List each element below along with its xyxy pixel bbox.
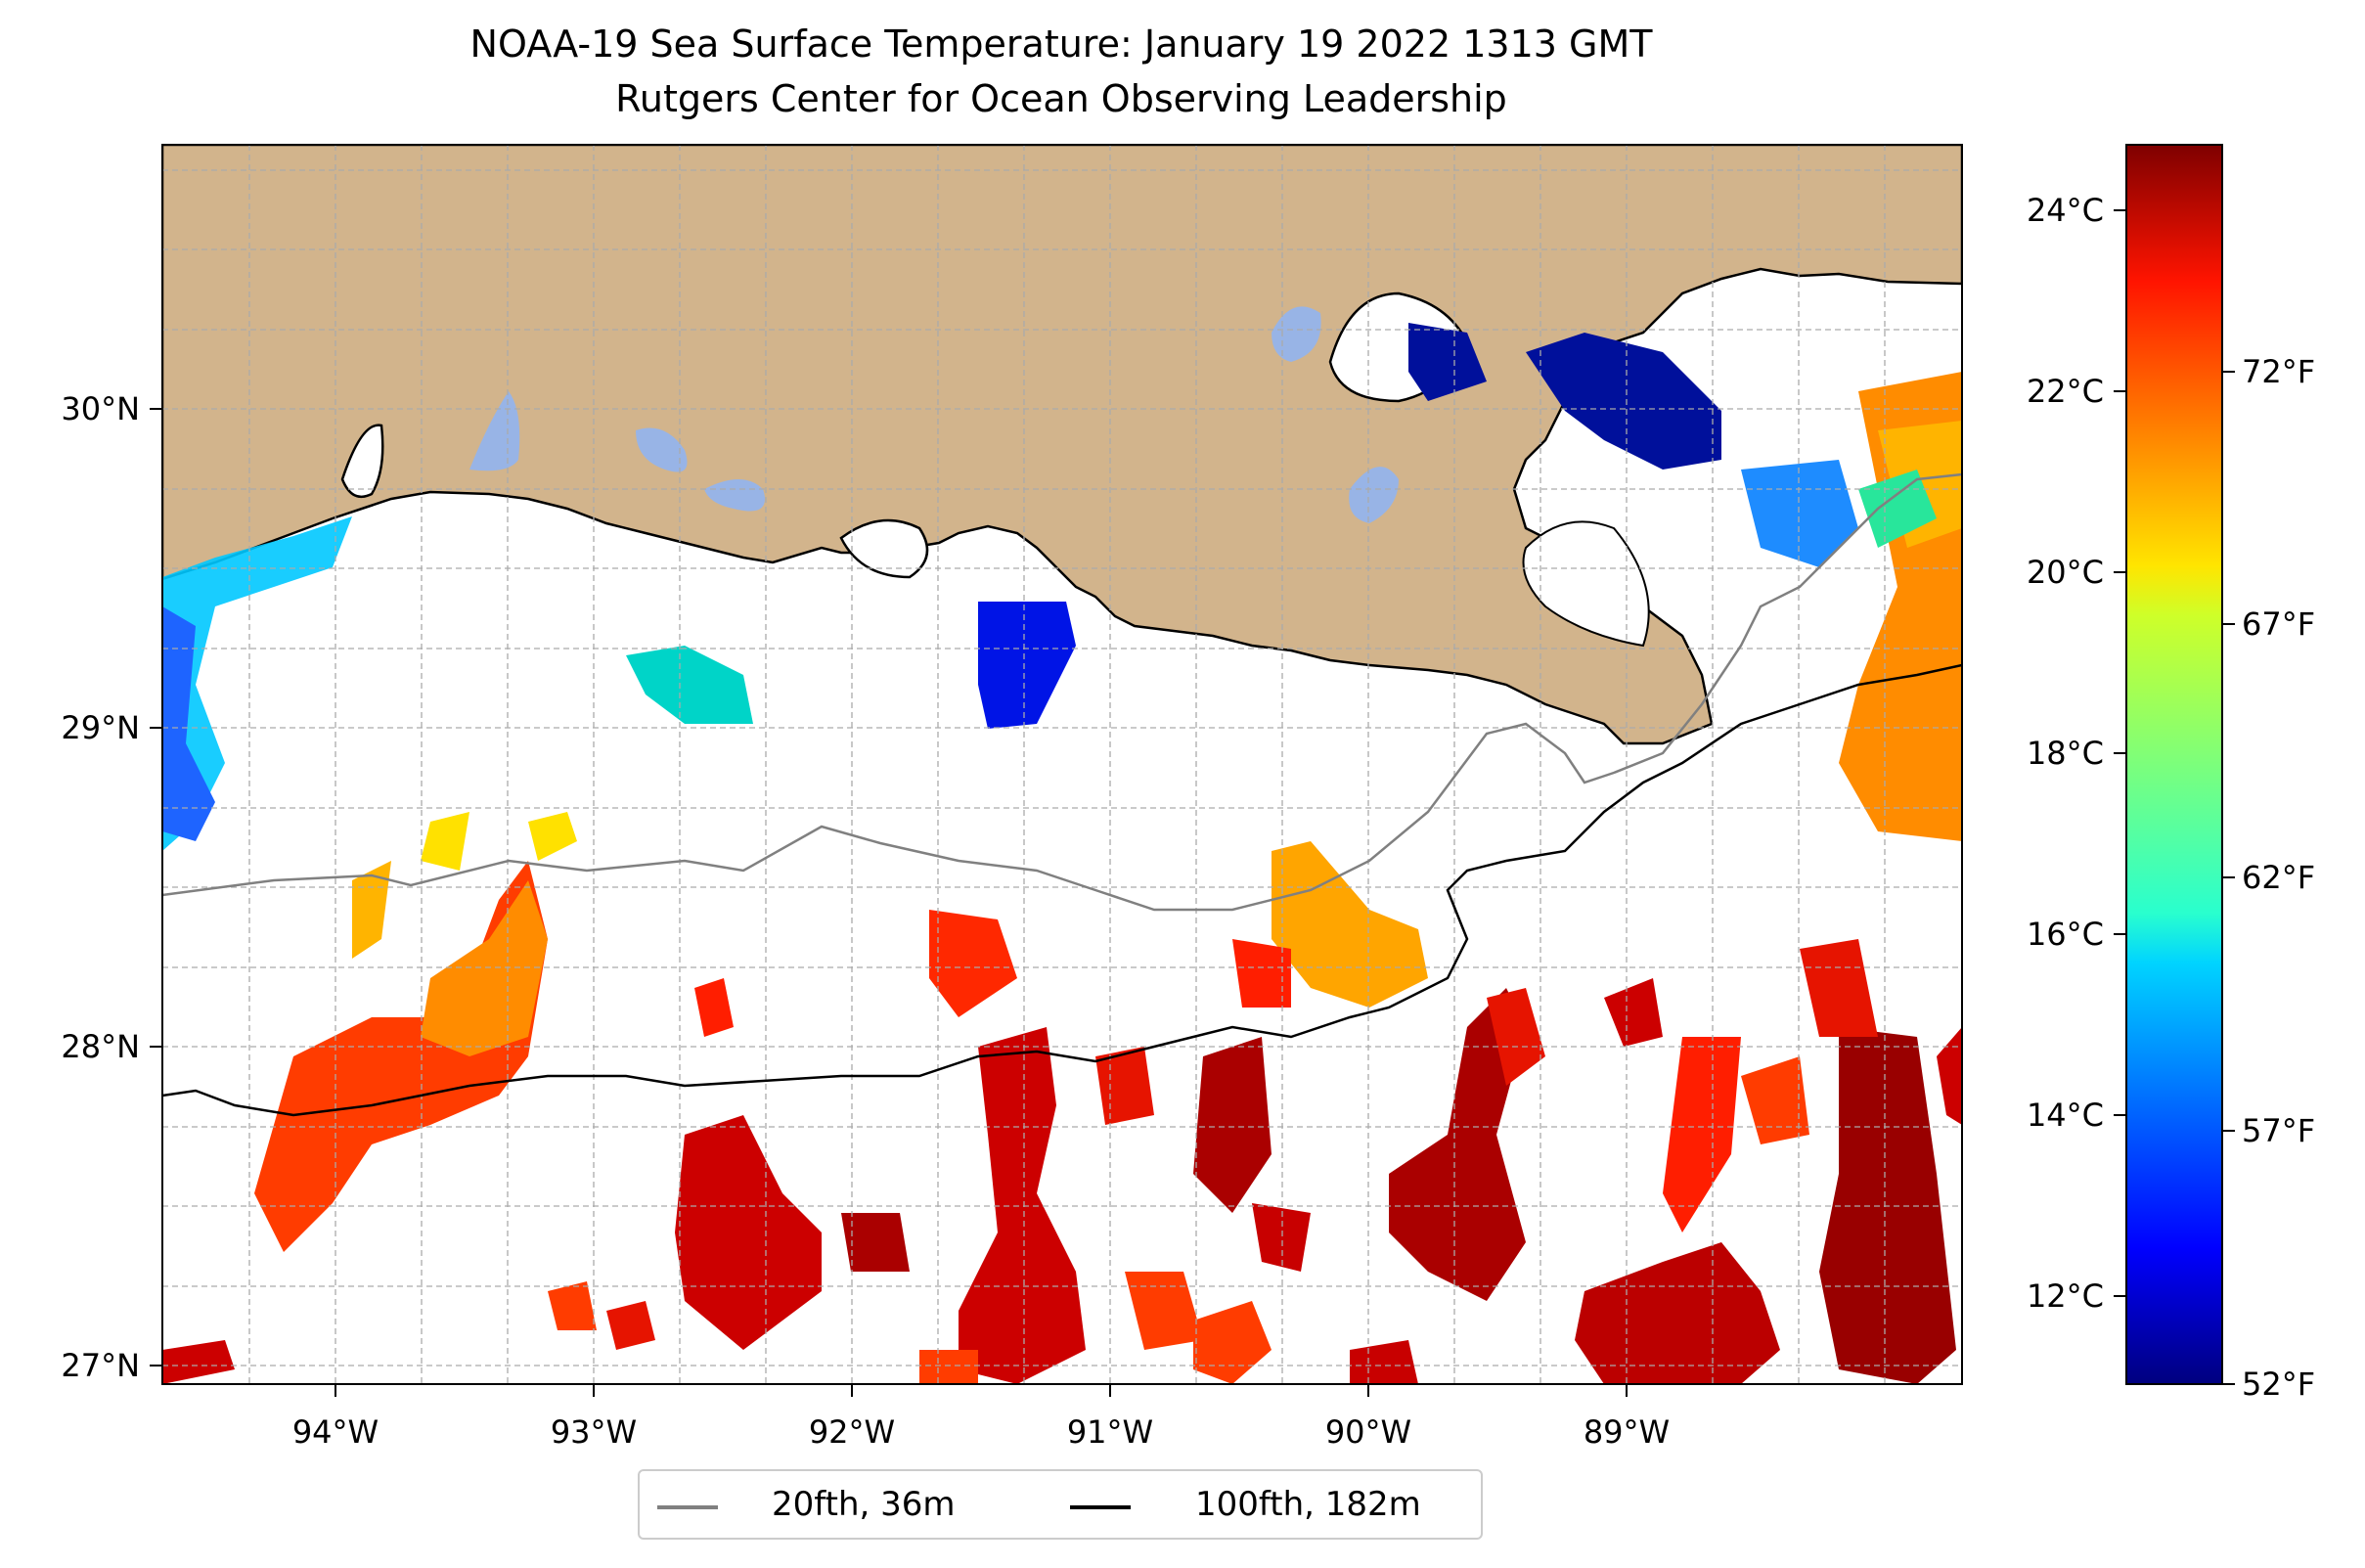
- lat-label-27n: 27°N: [61, 1347, 140, 1384]
- barataria-bay: [1522, 520, 1650, 648]
- legend-swatch-100fth: [1070, 1505, 1131, 1509]
- colorbar-f-67: 67°F: [2242, 605, 2315, 643]
- sabine-lake: [340, 424, 384, 499]
- map-frame: [161, 144, 1963, 1385]
- lake-5: [1349, 467, 1399, 523]
- legend: 20fth, 36m 100fth, 182m: [638, 1469, 1483, 1540]
- colorbar-c-24: 24°C: [2027, 192, 2104, 229]
- lake-4: [1272, 306, 1321, 362]
- lat-label-28n: 28°N: [61, 1028, 140, 1065]
- colorbar-c-18: 18°C: [2027, 735, 2104, 772]
- lat-label-29n: 29°N: [61, 709, 140, 746]
- lon-label-92w: 92°W: [809, 1413, 895, 1451]
- colorbar-c-12: 12°C: [2027, 1277, 2104, 1315]
- axis-ticks: [150, 408, 1628, 1397]
- lon-label-90w: 90°W: [1325, 1413, 1411, 1451]
- graticule: [162, 145, 1962, 1384]
- chart-title: NOAA-19 Sea Surface Temperature: January…: [469, 22, 1653, 66]
- lon-label-91w: 91°W: [1067, 1413, 1153, 1451]
- colorbar-ticks: [2114, 209, 2235, 1385]
- lon-label-93w: 93°W: [551, 1413, 637, 1451]
- chart-subtitle: Rutgers Center for Ocean Observing Leade…: [615, 77, 1507, 120]
- colorbar-c-22: 22°C: [2027, 373, 2104, 410]
- colorbar-f-57: 57°F: [2242, 1112, 2315, 1149]
- colorbar-c-14: 14°C: [2027, 1097, 2104, 1134]
- colorbar-c-16: 16°C: [2027, 916, 2104, 953]
- colorbar-f-62: 62°F: [2242, 859, 2315, 896]
- vermilion-bay: [839, 518, 929, 579]
- isobath-20fth-36m: [162, 472, 1962, 912]
- colorbar: [2125, 144, 2223, 1385]
- lon-label-94w: 94°W: [292, 1413, 379, 1451]
- legend-swatch-20fth: [657, 1505, 718, 1509]
- lon-label-89w: 89°W: [1584, 1413, 1670, 1451]
- colorbar-f-52: 52°F: [2242, 1366, 2315, 1403]
- lat-label-30n: 30°N: [61, 390, 140, 427]
- lake-3: [704, 479, 765, 512]
- sst-data: [162, 323, 1962, 1384]
- legend-label-20fth: 20fth, 36m: [772, 1485, 956, 1524]
- legend-label-100fth: 100fth, 182m: [1195, 1485, 1421, 1524]
- colorbar-c-20: 20°C: [2027, 554, 2104, 591]
- colorbar-f-72: 72°F: [2242, 353, 2315, 390]
- lake-2: [636, 427, 688, 472]
- isobath-100fth-182m: [162, 663, 1962, 1117]
